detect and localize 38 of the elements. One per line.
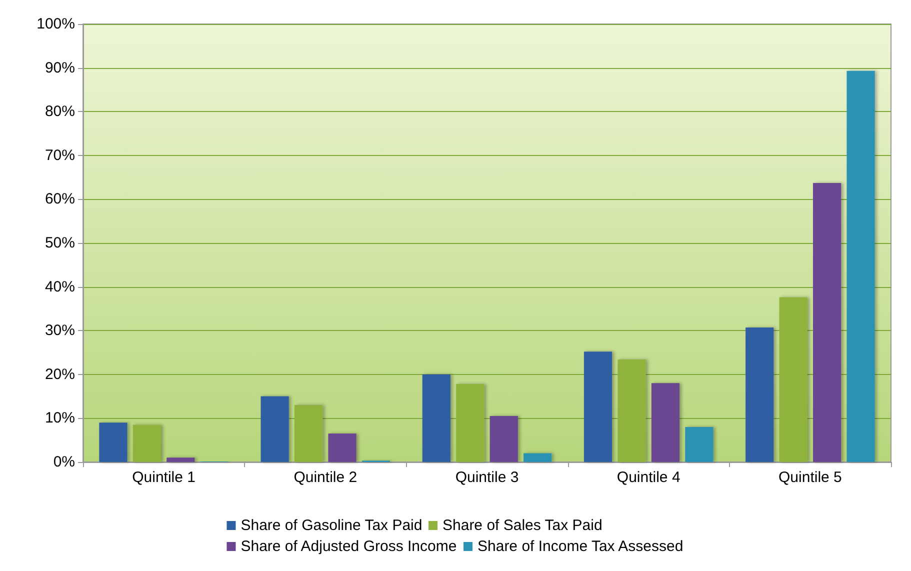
- bar: [524, 453, 552, 462]
- x-tick-label: Quintile 2: [294, 469, 358, 486]
- bar: [651, 383, 680, 462]
- bar: [294, 405, 323, 462]
- bar: [260, 396, 289, 462]
- bar: [490, 416, 518, 462]
- y-tick-label: 20%: [44, 366, 75, 383]
- x-tick-label: Quintile 1: [132, 469, 196, 486]
- y-tick-label: 70%: [44, 146, 75, 164]
- bar: [813, 182, 842, 462]
- y-tick-label: 30%: [44, 322, 75, 340]
- x-tick-label: Quintile 4: [616, 469, 680, 486]
- x-tick-label: Quintile 3: [455, 469, 519, 486]
- bar: [132, 424, 161, 462]
- bar: [846, 70, 875, 462]
- y-tick-label: 80%: [44, 103, 75, 120]
- y-tick-label: 10%: [44, 410, 75, 427]
- y-tick-label: 90%: [44, 59, 75, 76]
- legend-label: Share of Adjusted Gross Income: [240, 538, 457, 555]
- y-tick-label: 40%: [44, 278, 75, 296]
- bar: [584, 352, 612, 462]
- bar: [456, 384, 484, 462]
- bar: [618, 360, 646, 462]
- x-tick-label: Quintile 5: [778, 469, 842, 486]
- bar: [779, 297, 808, 462]
- bar: [166, 458, 195, 462]
- bar: [685, 426, 714, 462]
- y-tick-label: 60%: [44, 190, 75, 208]
- legend-label: Share of Gasoline Tax Paid: [240, 517, 422, 534]
- bar: [99, 422, 128, 462]
- bar: [328, 434, 356, 462]
- bar: [746, 328, 774, 462]
- legend-label: Share of Sales Tax Paid: [442, 517, 602, 534]
- legend-label: Share of Income Tax Assessed: [478, 538, 684, 555]
- bar: [422, 374, 450, 462]
- y-tick-label: 100%: [36, 16, 75, 32]
- y-tick-label: 0%: [53, 454, 75, 470]
- y-tick-label: 50%: [44, 234, 75, 252]
